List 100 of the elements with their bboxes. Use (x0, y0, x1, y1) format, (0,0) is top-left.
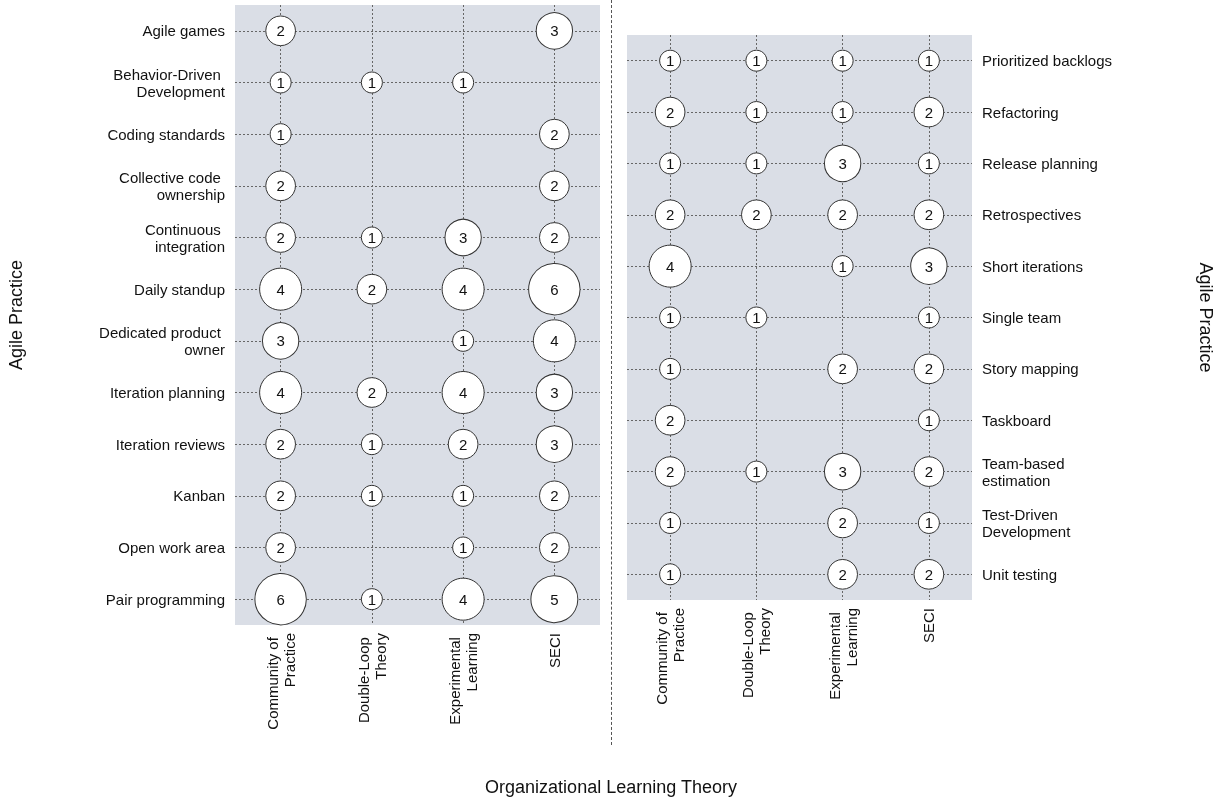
data-label: 3 (458, 229, 468, 246)
data-label: 4 (276, 280, 285, 298)
y-tick-label: Team-based estimation (982, 454, 1069, 489)
data-label: 2 (924, 103, 934, 121)
y-tick-label: Coding standards (107, 125, 225, 143)
y-tick-label: Behavior-Driven Development (113, 65, 226, 100)
data-label: 1 (924, 154, 934, 172)
y-axis-title: Agile Practice (1196, 262, 1216, 373)
data-label: 2 (367, 280, 377, 298)
y-tick-label: Test-Driven Development (982, 505, 1072, 540)
data-label: 1 (665, 360, 675, 378)
data-label: 2 (276, 487, 285, 505)
y-tick-label: Agile games (142, 22, 225, 40)
x-axis-title: Organizational Learning Theory (484, 777, 738, 798)
x-tick-label: SECI (920, 608, 938, 644)
data-label: 2 (665, 411, 675, 429)
data-label: 2 (752, 206, 761, 224)
data-label: 2 (458, 435, 468, 453)
data-label: 1 (665, 154, 675, 172)
data-label: 1 (367, 435, 377, 453)
data-label: 1 (276, 125, 285, 143)
data-label: 6 (550, 280, 559, 298)
data-label: 1 (838, 103, 847, 121)
y-tick-label: Dedicated product owner (99, 323, 225, 358)
data-label: 1 (665, 309, 675, 326)
data-label: 4 (276, 384, 285, 401)
data-label: 1 (458, 332, 468, 350)
data-label: 3 (838, 463, 847, 481)
y-tick-label: Pair programming (105, 590, 225, 608)
data-label: 2 (550, 177, 559, 195)
data-label: 2 (924, 565, 934, 583)
data-label: 2 (924, 463, 934, 481)
data-label: 2 (838, 360, 847, 378)
y-tick-label: Collective code ownership (119, 168, 225, 203)
data-label: 1 (665, 52, 675, 70)
x-tick-label: Community of Practice (653, 608, 688, 705)
x-tick-label: Experimental Learning (446, 633, 481, 725)
data-label: 2 (665, 103, 675, 121)
data-label: 4 (665, 257, 675, 275)
y-tick-label: Open work area (118, 539, 226, 556)
data-label: 1 (665, 565, 675, 583)
data-label: 1 (665, 514, 675, 532)
x-tick-label: Double-Loop Theory (739, 607, 774, 699)
data-label: 1 (752, 154, 761, 172)
data-label: 3 (924, 257, 934, 275)
data-label: 1 (752, 309, 761, 326)
data-label: 1 (276, 74, 285, 91)
y-tick-label: Iteration reviews (115, 435, 225, 453)
data-label: 2 (665, 206, 675, 224)
data-label: 1 (924, 411, 934, 429)
data-label: 2 (665, 463, 675, 481)
y-tick-label: Single team (982, 309, 1062, 326)
data-label: 2 (276, 539, 285, 556)
x-tick-label: Experimental Learning (825, 608, 860, 700)
data-label: 4 (550, 332, 559, 350)
data-label: 4 (458, 280, 468, 298)
data-label: 1 (367, 487, 377, 505)
data-label: 1 (752, 52, 761, 70)
data-label: 2 (838, 206, 847, 224)
data-label: 2 (276, 435, 285, 453)
data-label: 1 (752, 463, 761, 481)
y-tick-label: Refactoring (982, 103, 1059, 121)
data-label: 3 (838, 154, 847, 172)
y-tick-label: Retrospectives (982, 206, 1082, 224)
y-axis-title: Agile Practice (6, 259, 26, 371)
data-label: 1 (924, 514, 934, 532)
data-label: 3 (550, 384, 559, 401)
y-tick-label: Continuous integration (144, 220, 225, 255)
y-tick-label: Story mapping (982, 360, 1079, 378)
data-label: 1 (458, 74, 468, 91)
y-tick-label: Daily standup (134, 280, 225, 298)
data-label: 1 (752, 103, 761, 121)
data-label: 1 (838, 52, 847, 70)
data-label: 3 (276, 332, 285, 350)
data-label: 1 (367, 590, 377, 608)
data-label: 1 (458, 539, 468, 556)
data-label: 2 (367, 384, 377, 401)
data-label: 1 (924, 309, 934, 326)
data-label: 2 (550, 487, 559, 505)
data-label: 2 (276, 229, 285, 246)
y-tick-label: Iteration planning (109, 384, 225, 401)
data-label: 3 (550, 435, 559, 453)
y-tick-label: Unit testing (982, 565, 1058, 583)
data-label: 2 (550, 539, 559, 556)
data-label: 2 (838, 514, 847, 532)
y-tick-label: Release planning (982, 154, 1098, 172)
y-tick-label: Kanban (173, 487, 225, 505)
data-label: 2 (550, 229, 559, 246)
data-label: 3 (550, 22, 559, 40)
x-tick-label: SECI (545, 633, 563, 669)
y-tick-label: Short iterations (982, 257, 1083, 275)
data-label: 2 (276, 22, 285, 40)
data-label: 4 (458, 590, 468, 608)
data-label: 2 (838, 565, 847, 583)
data-label: 1 (458, 487, 468, 505)
x-tick-label: Community of Practice (263, 633, 298, 730)
data-label: 5 (550, 590, 559, 608)
data-label: 2 (550, 125, 559, 143)
data-label: 1 (367, 229, 377, 246)
data-label: 1 (367, 74, 377, 91)
